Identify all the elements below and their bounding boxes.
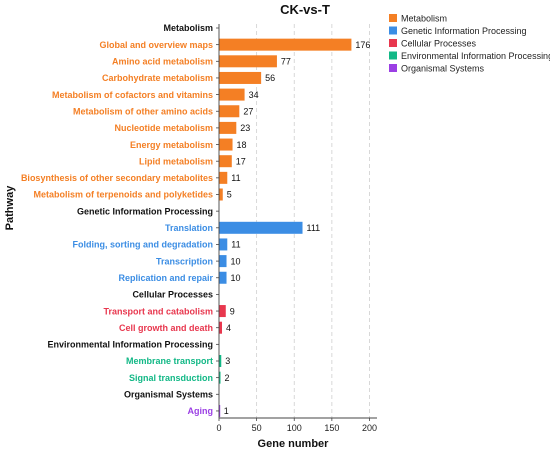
category-label: Transcription <box>156 256 213 266</box>
value-label: 27 <box>243 106 253 116</box>
group-header-label: Environmental Information Processing <box>47 340 213 350</box>
legend-swatch <box>389 64 397 72</box>
value-label: 10 <box>231 256 241 266</box>
legend-swatch <box>389 26 397 35</box>
value-label: 18 <box>237 140 247 150</box>
legend-label: Organismal Systems <box>401 64 485 74</box>
category-label: Aging <box>188 406 214 416</box>
bar <box>219 71 262 84</box>
legend-label: Genetic Information Processing <box>401 26 527 36</box>
bar <box>219 105 240 118</box>
bar <box>219 121 237 134</box>
x-tick-label: 100 <box>287 423 302 433</box>
category-label: Signal transduction <box>129 373 213 383</box>
bar <box>219 221 303 234</box>
category-label: Translation <box>165 223 213 233</box>
category-label: Lipid metabolism <box>139 156 213 166</box>
group-header-label: Organismal Systems <box>124 390 213 400</box>
value-label: 9 <box>230 306 235 316</box>
y-axis-title: Pathway <box>4 185 16 231</box>
bar <box>219 321 223 334</box>
group-header-label: Cellular Processes <box>132 290 213 300</box>
bar <box>219 55 277 68</box>
category-label: Carbohydrate metabolism <box>102 73 213 83</box>
value-label: 5 <box>227 190 232 200</box>
category-label: Biosynthesis of other secondary metaboli… <box>21 173 213 183</box>
legend-label: Cellular Processes <box>401 39 477 49</box>
value-label: 3 <box>225 356 230 366</box>
bar <box>219 355 222 367</box>
category-label: Folding, sorting and degradation <box>73 240 214 250</box>
value-label: 34 <box>249 90 259 100</box>
bar <box>219 271 227 284</box>
value-label: 10 <box>231 273 241 283</box>
value-label: 23 <box>240 123 250 133</box>
x-tick-label: 200 <box>362 423 377 433</box>
value-label: 2 <box>225 373 230 383</box>
bar <box>219 88 245 101</box>
bar <box>219 188 223 201</box>
category-label: Metabolism of terpenoids and polyketides <box>33 190 213 200</box>
x-tick-label: 0 <box>216 423 221 433</box>
bar <box>219 138 233 151</box>
group-header-label: Metabolism <box>163 23 213 33</box>
value-label: 11 <box>231 173 240 183</box>
bar <box>219 404 221 417</box>
legend-swatch <box>389 39 397 47</box>
category-label: Replication and repair <box>118 273 213 283</box>
x-axis: 0 50 100 150 200 <box>216 24 377 433</box>
x-tick-label: 50 <box>252 423 262 433</box>
category-label: Nucleotide metabolism <box>114 123 213 133</box>
value-label: 176 <box>355 40 370 50</box>
value-label: 111 <box>307 223 321 233</box>
category-label: Metabolism of cofactors and vitamins <box>52 90 213 100</box>
bar <box>219 305 226 318</box>
value-label: 17 <box>236 156 246 166</box>
x-axis-title: Gene number <box>258 438 330 450</box>
category-label: Amino acid metabolism <box>112 57 213 67</box>
bar <box>219 371 221 384</box>
value-label: 56 <box>265 73 275 83</box>
bar <box>219 238 228 251</box>
bar <box>219 38 352 51</box>
bar <box>219 155 232 168</box>
category-label: Energy metabolism <box>130 140 213 150</box>
legend-swatch <box>389 51 397 60</box>
value-label: 11 <box>231 240 240 250</box>
category-label: Cell growth and death <box>119 323 213 333</box>
group-header-label: Genetic Information Processing <box>77 206 213 216</box>
legend: Metabolism Genetic Information Processing… <box>389 14 550 74</box>
value-label: 77 <box>281 57 291 67</box>
legend-swatch <box>389 14 397 22</box>
chart-title: CK-vs-T <box>280 2 330 17</box>
bar <box>219 255 227 268</box>
category-label: Metabolism of other amino acids <box>73 106 213 116</box>
grid-lines <box>256 24 370 418</box>
value-label: 1 <box>224 406 229 416</box>
category-label: Transport and catabolism <box>103 306 213 316</box>
category-label: Membrane transport <box>126 356 213 366</box>
bars <box>219 38 352 417</box>
category-label: Global and overview maps <box>99 40 213 50</box>
category-labels: Metabolism Global and overview maps Amino … <box>21 23 214 416</box>
legend-label: Environmental Information Processing <box>401 51 550 61</box>
bar <box>219 171 228 184</box>
legend-label: Metabolism <box>401 14 447 24</box>
value-label: 4 <box>226 323 231 333</box>
x-tick-label: 150 <box>324 423 339 433</box>
